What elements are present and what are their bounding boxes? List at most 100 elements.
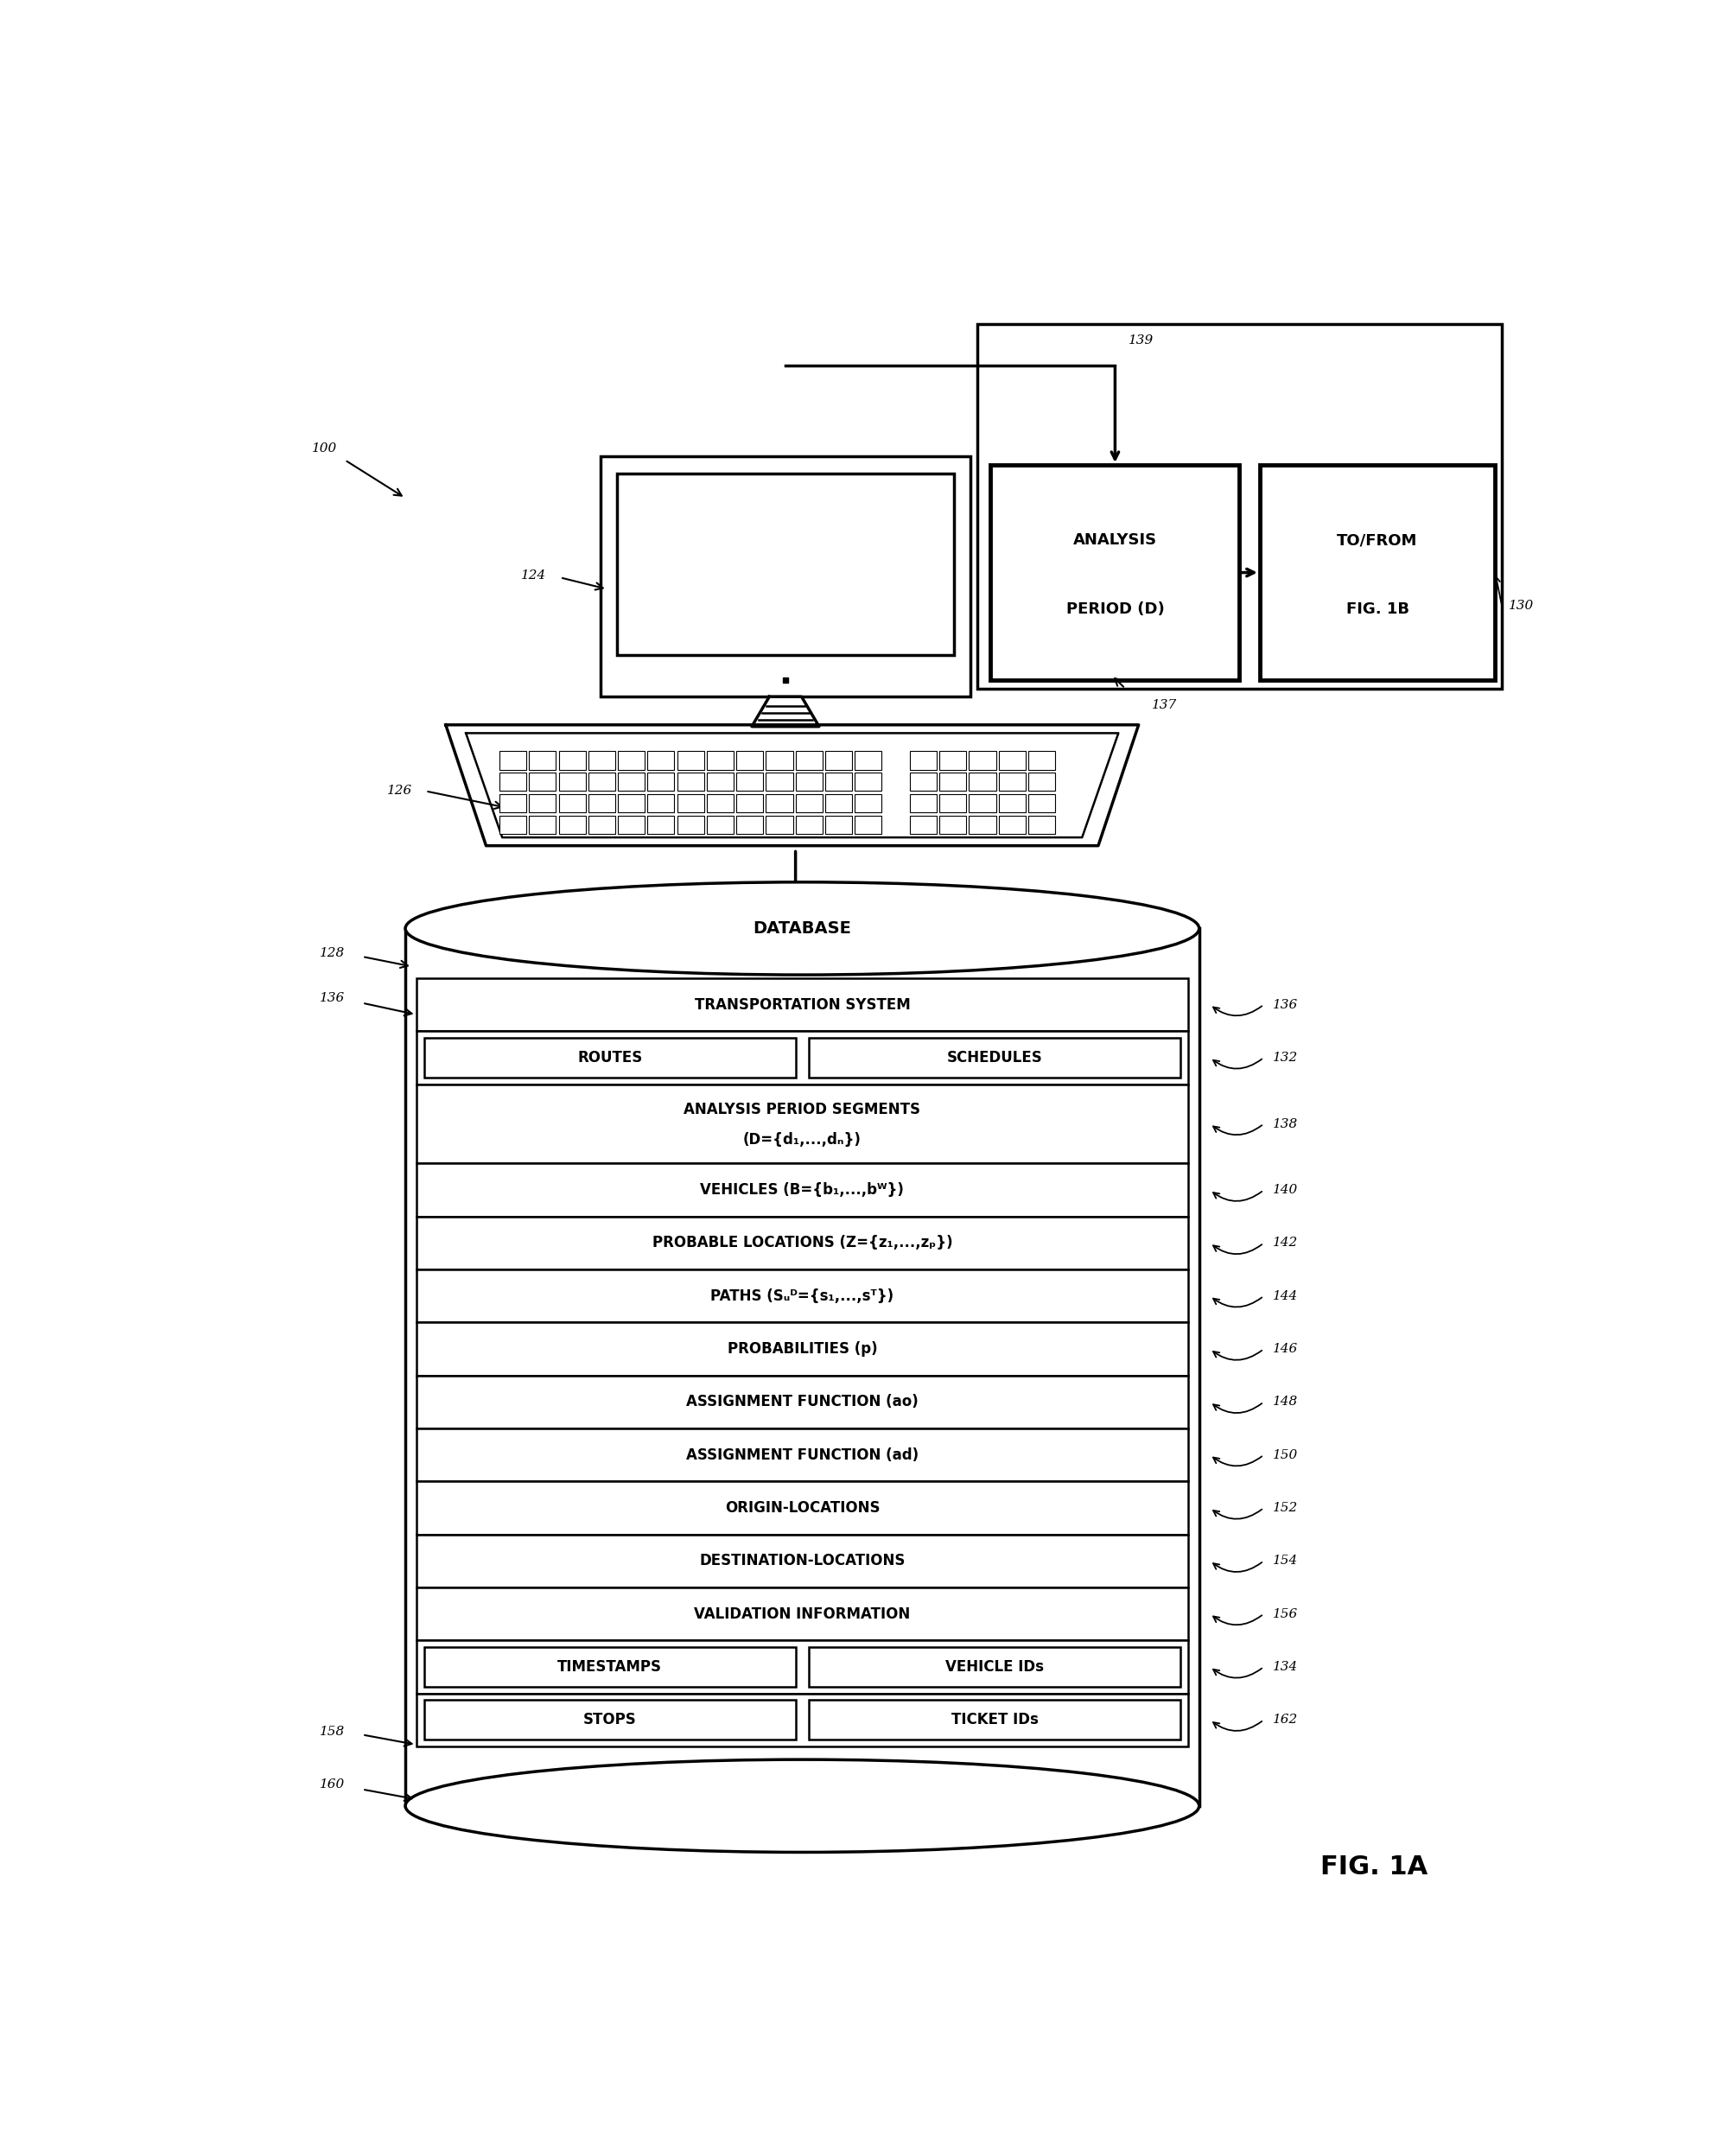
Bar <box>417 1217 1189 1268</box>
Bar <box>766 772 793 791</box>
Bar <box>677 772 705 791</box>
Text: 148: 148 <box>1272 1395 1299 1408</box>
Text: 146: 146 <box>1272 1344 1299 1354</box>
Bar <box>618 772 644 791</box>
Bar <box>1028 793 1055 813</box>
Polygon shape <box>406 929 1200 1806</box>
Bar <box>648 793 674 813</box>
Bar <box>417 1428 1189 1481</box>
Bar <box>589 772 615 791</box>
Text: 162: 162 <box>1272 1714 1299 1726</box>
Text: ASSIGNMENT FUNCTION (ao): ASSIGNMENT FUNCTION (ao) <box>686 1393 918 1410</box>
Bar <box>417 1481 1189 1535</box>
Text: VEHICLES (B={b₁,...,bᵂ}): VEHICLES (B={b₁,...,bᵂ}) <box>700 1182 904 1198</box>
Bar <box>825 793 852 813</box>
Text: TO/FROM: TO/FROM <box>1337 533 1418 548</box>
Bar <box>766 750 793 770</box>
Text: 130: 130 <box>1509 600 1535 613</box>
Bar <box>1028 815 1055 834</box>
Bar <box>618 750 644 770</box>
Bar <box>809 1038 1180 1077</box>
Text: 160: 160 <box>319 1778 345 1791</box>
Bar <box>910 772 937 791</box>
Bar <box>417 1163 1189 1217</box>
Bar <box>417 1640 1189 1694</box>
Bar <box>529 815 556 834</box>
Bar <box>677 793 705 813</box>
Text: STOPS: STOPS <box>583 1711 637 1729</box>
Bar <box>616 473 955 656</box>
Bar <box>648 815 674 834</box>
Bar <box>795 815 823 834</box>
Bar <box>559 772 585 791</box>
Bar <box>707 772 734 791</box>
Text: 144: 144 <box>1272 1290 1299 1303</box>
Text: 128: 128 <box>319 948 345 959</box>
Text: PERIOD (D): PERIOD (D) <box>1066 602 1165 617</box>
Bar <box>939 793 967 813</box>
Bar <box>854 750 882 770</box>
Bar <box>854 793 882 813</box>
Bar <box>795 793 823 813</box>
Bar <box>825 772 852 791</box>
Bar <box>677 815 705 834</box>
Bar <box>809 1701 1180 1739</box>
Bar <box>939 750 967 770</box>
Bar <box>969 815 996 834</box>
Text: ANALYSIS PERIOD SEGMENTS: ANALYSIS PERIOD SEGMENTS <box>684 1101 920 1118</box>
Bar <box>707 815 734 834</box>
Text: 142: 142 <box>1272 1236 1299 1249</box>
Text: 124: 124 <box>521 570 547 583</box>
Bar <box>969 793 996 813</box>
Bar <box>736 793 764 813</box>
Bar <box>417 1535 1189 1587</box>
Bar <box>910 815 937 834</box>
Text: VALIDATION INFORMATION: VALIDATION INFORMATION <box>694 1606 910 1621</box>
Text: ANALYSIS: ANALYSIS <box>1073 533 1156 548</box>
Bar <box>417 1322 1189 1376</box>
Text: 136: 136 <box>1272 998 1299 1010</box>
Bar <box>707 793 734 813</box>
Text: TRANSPORTATION SYSTEM: TRANSPORTATION SYSTEM <box>694 998 910 1013</box>
Text: DESTINATION-LOCATIONS: DESTINATION-LOCATIONS <box>700 1552 904 1570</box>
Bar <box>589 750 615 770</box>
Bar <box>707 750 734 770</box>
Text: 150: 150 <box>1272 1449 1299 1462</box>
Text: 152: 152 <box>1272 1503 1299 1514</box>
Bar <box>809 1647 1180 1688</box>
Bar <box>854 772 882 791</box>
Bar <box>766 793 793 813</box>
Bar <box>529 793 556 813</box>
Bar <box>417 1694 1189 1746</box>
Bar <box>417 1084 1189 1163</box>
Bar <box>500 750 526 770</box>
Bar <box>795 772 823 791</box>
Bar <box>998 750 1026 770</box>
Text: 132: 132 <box>1272 1051 1299 1064</box>
Bar <box>991 464 1240 679</box>
Text: PATHS (Sᵤᴰ={s₁,...,sᵀ}): PATHS (Sᵤᴰ={s₁,...,sᵀ}) <box>710 1288 894 1303</box>
Bar <box>648 772 674 791</box>
Bar <box>424 1038 795 1077</box>
Bar <box>500 772 526 791</box>
Bar <box>998 793 1026 813</box>
Text: 126: 126 <box>387 785 411 798</box>
Bar <box>998 772 1026 791</box>
Text: FIG. 1A: FIG. 1A <box>1321 1855 1427 1879</box>
Text: 139: 139 <box>1128 335 1154 346</box>
Polygon shape <box>446 725 1139 845</box>
Text: DATABASE: DATABASE <box>753 920 851 937</box>
Text: 158: 158 <box>319 1724 345 1737</box>
Bar <box>998 815 1026 834</box>
Text: TICKET IDs: TICKET IDs <box>951 1711 1038 1729</box>
Bar <box>1028 750 1055 770</box>
Text: SCHEDULES: SCHEDULES <box>946 1049 1043 1066</box>
Bar <box>648 750 674 770</box>
Bar <box>736 815 764 834</box>
Polygon shape <box>752 697 819 727</box>
Bar <box>500 793 526 813</box>
Text: 156: 156 <box>1272 1608 1299 1619</box>
Bar <box>618 815 644 834</box>
Bar <box>969 772 996 791</box>
Text: 100: 100 <box>312 443 337 454</box>
